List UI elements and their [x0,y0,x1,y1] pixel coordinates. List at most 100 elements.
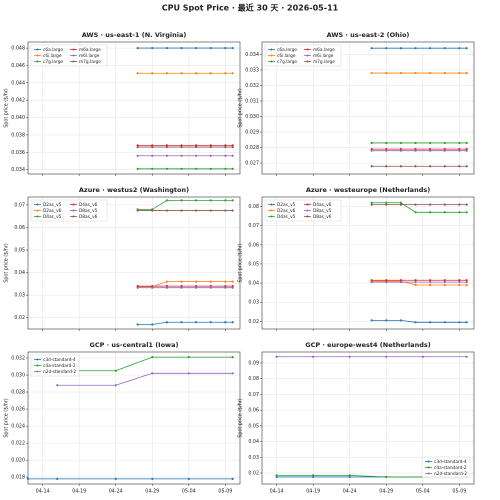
point [312,474,315,477]
point [231,285,234,288]
point [385,47,388,50]
point [443,281,446,284]
point [151,144,154,147]
y-tick-label: 0.031 [245,99,259,105]
series-line [371,202,467,213]
point [209,144,212,147]
point [443,47,446,50]
point [275,475,278,479]
legend-marker [306,203,309,206]
point [399,148,402,151]
point [465,279,468,282]
y-tick-label: 0.06 [248,242,259,248]
point [443,283,446,287]
legend-label: D2as_v6 [43,208,62,214]
point [224,321,227,324]
point [195,285,198,288]
legend-marker [306,54,309,57]
point [195,280,198,283]
legend-marker [306,48,309,51]
y-tick-label: 0.040 [11,115,25,121]
point [231,72,234,75]
point [195,145,198,149]
point [429,211,432,214]
legend-marker [306,215,309,218]
y-tick-label: 0.020 [11,458,25,464]
point [231,356,234,359]
point [370,279,373,282]
legend-marker [427,466,430,469]
y-tick-label: 0.034 [245,52,259,58]
point [231,286,234,289]
panel-title: GCP · us-central1 (Iowa) [90,341,179,349]
point [165,280,168,283]
legend-label: c3d-standard-4 [434,459,467,465]
point [136,144,139,147]
point [429,283,432,287]
point [458,321,461,324]
y-tick-label: 0.046 [11,63,25,69]
series-line [137,321,233,325]
legend-marker [270,203,273,206]
legend-label: D2as_v5 [43,202,62,208]
point [275,355,278,358]
point [224,72,227,75]
point [231,199,234,202]
point [136,286,139,289]
point [385,141,388,145]
point [165,167,168,170]
point [114,477,117,480]
plot-frame [27,41,241,175]
y-tick-label: 0.022 [11,441,25,447]
legend-label: c6i.large [43,53,62,59]
y-tick-label: 0.029 [245,130,259,136]
point [209,46,212,50]
y-axis-label: Spot price ($/hr) [4,398,10,437]
point [399,165,402,168]
point [209,280,212,283]
point [151,285,154,288]
legend-marker [72,48,75,51]
point [224,280,227,283]
point [414,321,417,324]
x-tick-label: 04-19 [306,489,320,495]
legend-box [30,199,108,222]
x-tick-label: 04-29 [379,489,393,495]
x-tick-label: 05-04 [416,489,430,495]
point [209,286,212,289]
legend-marker [427,472,430,475]
point [370,47,373,50]
legend-box [30,44,108,67]
point [458,141,461,145]
y-tick-label: 0.018 [11,475,25,481]
point [312,355,315,358]
point [195,167,198,170]
point [414,165,417,168]
legend-label: D8as_v5 [79,208,98,214]
point [385,201,388,204]
plot-frame [27,351,241,485]
legend-label: c6a.large [277,47,297,53]
point [224,209,227,212]
point [136,209,139,212]
point [165,145,168,149]
legend-marker [36,60,39,63]
panel-title: GCP · europe-west4 (Netherlands) [305,341,430,349]
y-tick-label: 0.03 [248,300,259,306]
point [465,141,468,145]
legend-label: c4a-standard-2 [434,465,467,471]
point [385,148,388,151]
point [429,71,432,75]
y-tick-label: 0.027 [245,161,259,167]
point [165,321,168,324]
point [180,321,183,324]
y-tick-label: 0.02 [248,471,259,477]
point [275,474,278,477]
y-tick-label: 0.026 [11,407,25,413]
legend-marker [270,209,273,212]
point [180,209,183,212]
y-tick-label: 0.07 [14,202,25,208]
point [458,279,461,282]
point [370,165,373,168]
point [180,285,183,288]
